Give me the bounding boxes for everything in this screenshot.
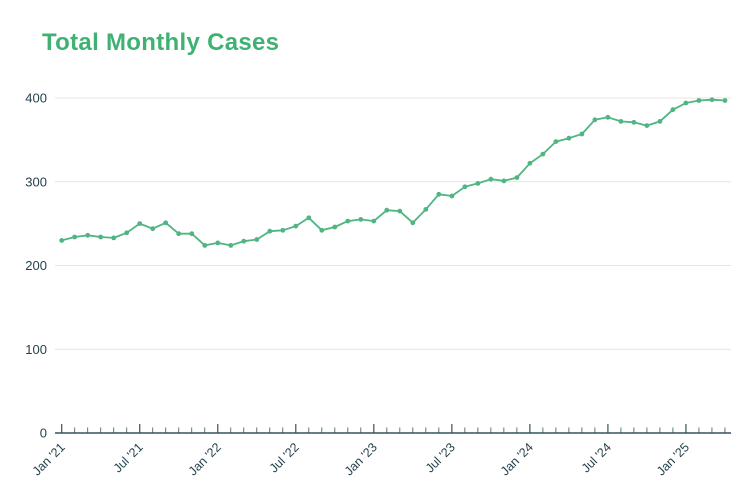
data-point-marker — [371, 218, 377, 224]
data-point-marker — [137, 221, 143, 227]
y-axis-tick-label: 100 — [25, 342, 47, 357]
data-point-marker — [332, 224, 338, 230]
data-point-marker — [345, 218, 351, 224]
data-point-marker — [189, 231, 195, 237]
data-point-marker — [202, 243, 208, 248]
x-axis-tick-label: Jul '23 — [423, 440, 458, 475]
data-point-marker — [293, 223, 299, 229]
data-point-marker — [683, 100, 689, 106]
x-axis-tick-label: Jul '21 — [111, 440, 146, 475]
data-point-marker — [579, 131, 585, 137]
y-axis-tick-label: 400 — [25, 91, 47, 106]
data-point-marker — [150, 226, 156, 232]
x-axis-tick-label: Jan '21 — [30, 440, 68, 478]
data-point-marker — [215, 240, 221, 246]
data-point-marker — [722, 98, 728, 103]
x-axis-tick-label: Jan '22 — [186, 440, 224, 478]
page-title: Total Monthly Cases — [42, 29, 280, 56]
data-point-marker — [358, 217, 364, 222]
data-point-marker — [176, 231, 182, 237]
data-point-marker — [384, 207, 390, 213]
data-point-marker — [410, 220, 416, 226]
data-point-marker — [514, 175, 520, 181]
data-point-marker — [72, 234, 78, 240]
data-point-marker — [397, 208, 403, 214]
data-point-marker — [605, 114, 611, 120]
data-point-marker — [85, 232, 91, 238]
y-axis-tick-label: 200 — [25, 258, 47, 273]
data-point-marker — [527, 160, 533, 166]
data-point-marker — [59, 238, 65, 243]
data-point-marker — [254, 237, 260, 242]
data-point-marker — [436, 191, 442, 197]
data-point-marker — [566, 135, 572, 141]
data-point-marker — [449, 193, 455, 199]
data-point-marker — [709, 97, 715, 103]
data-point-marker — [241, 238, 247, 244]
data-point-marker — [696, 98, 702, 103]
data-point-marker — [306, 215, 312, 221]
y-axis-tick-label: 300 — [25, 174, 47, 189]
x-axis-tick-label: Jul '24 — [579, 440, 614, 475]
cases-line-series — [60, 98, 726, 247]
data-point-marker — [553, 139, 559, 145]
data-point-marker — [618, 119, 624, 124]
data-point-marker — [488, 176, 494, 182]
data-point-marker — [631, 119, 637, 125]
data-point-marker — [592, 117, 598, 123]
data-point-marker — [319, 227, 325, 233]
y-axis-tick-label: 0 — [40, 426, 47, 441]
data-point-marker — [124, 230, 130, 236]
data-point-marker — [228, 243, 234, 248]
data-point-marker — [657, 119, 663, 124]
data-point-marker — [501, 178, 507, 184]
data-point-marker — [644, 123, 650, 128]
data-point-marker — [670, 107, 676, 113]
data-point-marker — [540, 151, 546, 157]
data-point-marker — [111, 235, 117, 241]
x-axis-tick-label: Jul '22 — [267, 440, 302, 475]
data-point-marker — [98, 234, 104, 240]
data-point-marker — [280, 227, 286, 233]
data-point-marker — [423, 207, 429, 212]
data-point-marker — [475, 181, 481, 186]
data-point-marker — [163, 220, 169, 226]
x-axis-tick-label: Jan '25 — [654, 440, 692, 478]
data-point-marker — [267, 228, 273, 234]
data-point-marker — [462, 184, 468, 190]
x-axis-tick-label: Jan '23 — [342, 440, 380, 478]
x-axis-tick-label: Jan '24 — [498, 440, 536, 478]
